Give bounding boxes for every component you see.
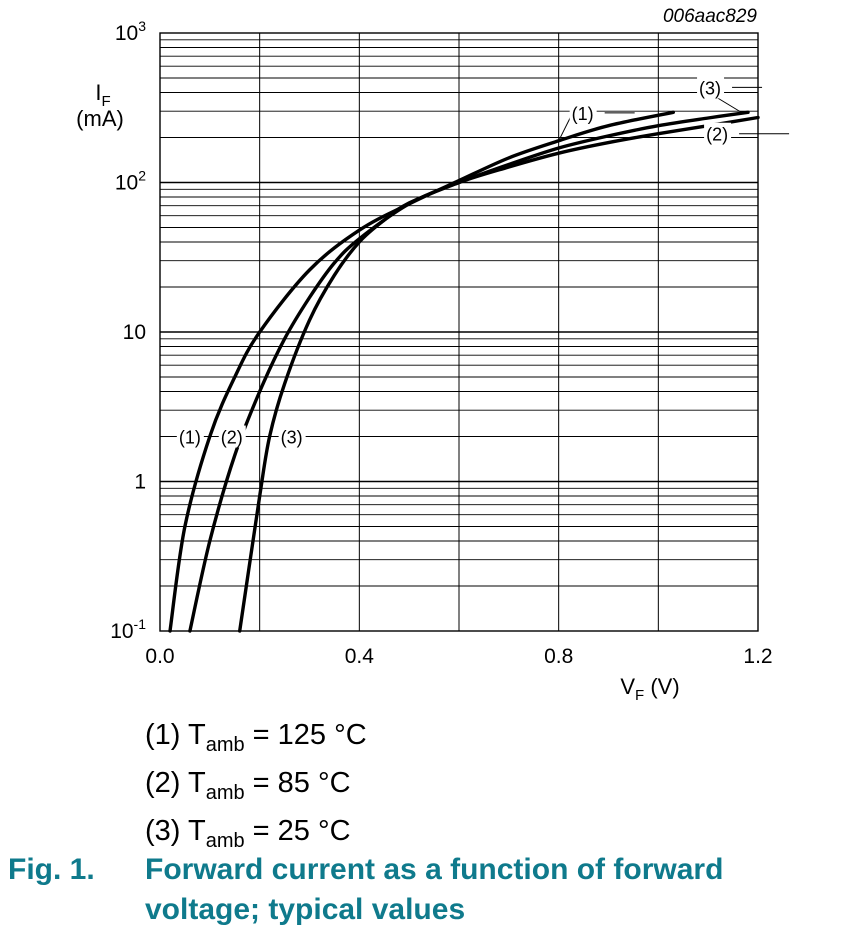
y-axis-unit: (mA): [76, 106, 124, 131]
legend-item-2: (2) Tamb = 85 °C: [145, 764, 367, 812]
figure-number: Fig. 1.: [8, 853, 95, 886]
legend-item-1-prefix: (1) T: [145, 719, 206, 751]
y-axis-subscript: F: [101, 93, 110, 110]
series-lines: [168, 110, 760, 633]
annotation-label: (3): [281, 427, 303, 447]
legend-item-3: (3) Tamb = 25 °C: [145, 812, 367, 860]
y-tick-exponent: -1: [134, 616, 147, 632]
legend-item-1-sub: amb: [205, 733, 245, 756]
x-tick-label: 0.8: [544, 645, 573, 668]
x-axis-symbol: V: [620, 674, 635, 699]
y-tick-base: 1: [134, 471, 146, 494]
legend-item-2-sub: amb: [205, 781, 245, 804]
series-line-2: [188, 115, 760, 633]
annotation-label: (1): [572, 104, 594, 124]
legend-item-3-prefix: (3) T: [145, 814, 206, 847]
annotation-bg: [218, 425, 246, 448]
y-tick-base: 10: [115, 22, 138, 45]
y-axis-label: IF: [95, 80, 110, 110]
y-tick-label: 10: [123, 321, 146, 344]
y-tick-base: 10: [110, 620, 133, 643]
chart-code: 006aac829: [663, 6, 757, 27]
annotation-bg: [697, 76, 725, 99]
y-axis-symbol: I: [95, 80, 101, 105]
series-line-3: [238, 110, 750, 633]
x-tick-label: 1.2: [743, 645, 772, 668]
annotation-label: (2): [221, 427, 243, 447]
legend: (1) Tamb = 125 °C (2) Tamb = 85 °C (3) T…: [145, 716, 367, 859]
y-tick-exponent: 2: [138, 168, 146, 184]
x-axis-unit: (V): [644, 674, 679, 699]
y-tick-label: 103: [115, 18, 146, 45]
legend-item-3-suffix: = 25 °C: [244, 814, 351, 847]
legend-item-3-sub: amb: [205, 829, 245, 852]
y-tick-base: 10: [115, 172, 138, 195]
annotation-bg: [278, 425, 306, 448]
y-tick-label: 10-1: [110, 616, 146, 643]
annotation-bg: [569, 101, 597, 124]
x-axis-label: VF (V): [620, 674, 679, 700]
x-axis-subscript: F: [635, 687, 644, 700]
y-tick-label: 102: [115, 168, 146, 195]
y-tick-label: 1: [134, 471, 146, 494]
chart: (1)(2)(3)(1) (2) (3) 0.0 0.4 0.8 1.2103102101…: [76, 6, 790, 700]
legend-item-2-suffix: = 85 °C: [244, 766, 351, 799]
annotation-bg: [704, 122, 732, 145]
annotation-label: (1): [179, 427, 201, 447]
legend-item-1: (1) Tamb = 125 °C: [145, 716, 367, 764]
annotation-bg: [176, 425, 204, 448]
x-tick-label: 0.4: [345, 645, 375, 668]
annotation-label: (3): [699, 78, 721, 98]
figure-title: Forward current as a function of forward…: [145, 853, 724, 926]
y-tick-exponent: 3: [138, 18, 146, 34]
legend-item-2-prefix: (2) T: [145, 766, 206, 799]
series-line-1: [168, 110, 675, 633]
y-tick-base: 10: [123, 321, 146, 344]
x-tick-label: 0.0: [145, 645, 174, 668]
annotation-label: (2): [706, 125, 728, 145]
legend-item-1-suffix: = 125 °C: [244, 719, 367, 751]
annotations: (1) (2) (3) (1) (2) (3): [167, 76, 790, 448]
